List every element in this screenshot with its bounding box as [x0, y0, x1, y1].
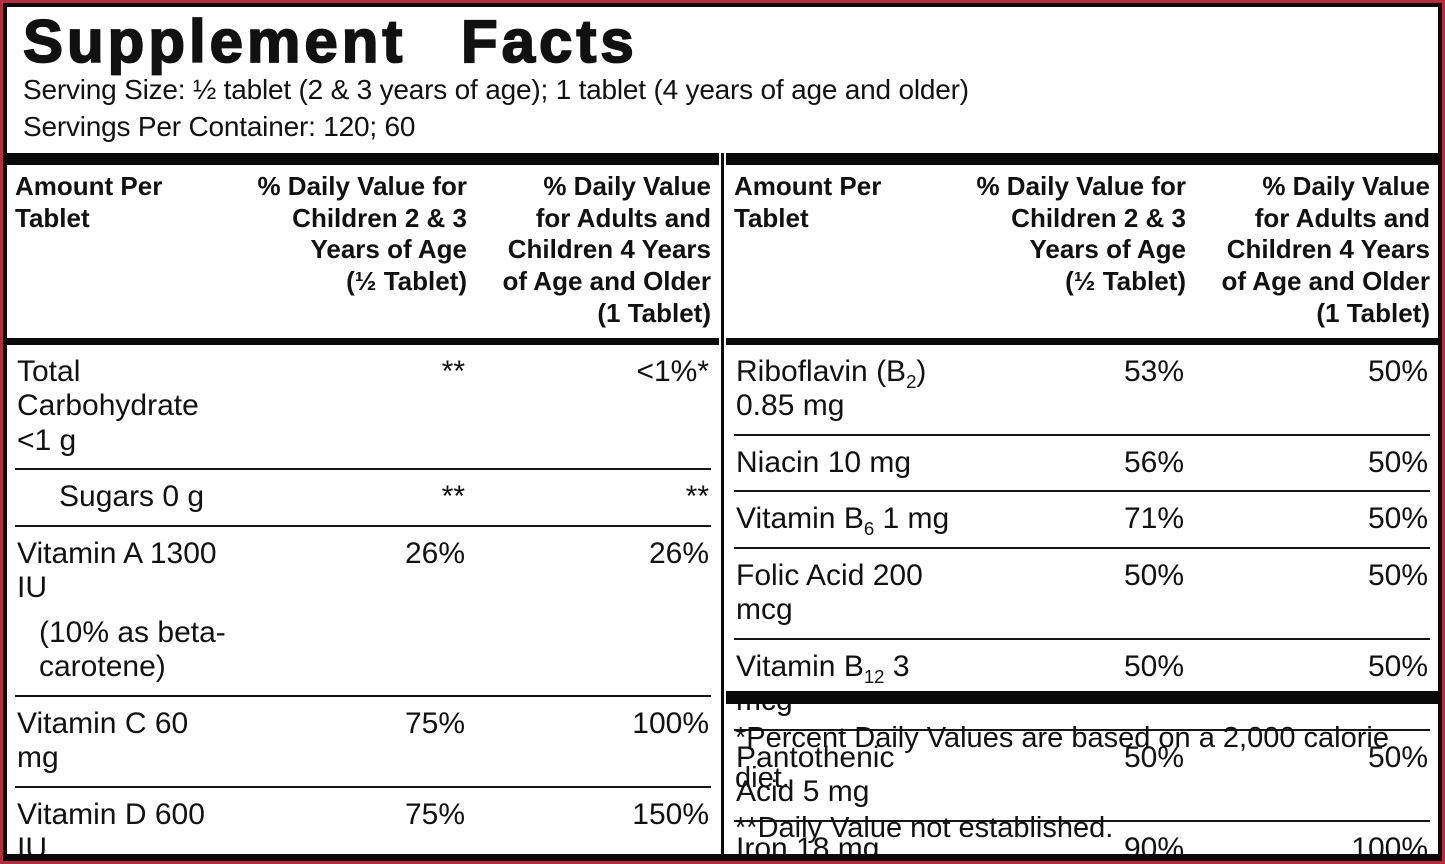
dv-adults-value: 50%: [1367, 740, 1428, 774]
dv-adults-value: 100%: [1351, 831, 1428, 861]
amount-per-tablet-header: Amount Per Tablet: [734, 170, 882, 233]
dv-adults-value: 50%: [1367, 649, 1428, 683]
dv-adults-value: 50%: [1367, 445, 1428, 479]
nutrient-name: Vitamin B12 3 mcg: [736, 649, 910, 718]
footnotes: *Percent Daily Values are based on a 2,0…: [726, 704, 1438, 854]
table-row: Iron 18 mg 90% 100%: [734, 822, 1430, 861]
nutrient-table-right: Amount Per Tablet % Daily Value for Chil…: [726, 152, 1438, 854]
nutrient-name: Total Carbohydrate <1 g: [17, 354, 199, 457]
dv-adults-value: 50%: [1367, 502, 1428, 536]
table-row: Total Carbohydrate <1 g ** <1%*: [15, 345, 711, 471]
nutrient-name: Iron 18 mg: [736, 831, 880, 861]
table-row: Vitamin B6 1 mg 71% 50%: [734, 492, 1430, 549]
nutrient-name-note: (10% as beta-carotene): [39, 615, 226, 684]
footnote-daily-values: *Percent Daily Values are based on a 2,0…: [735, 721, 1389, 794]
table-top-bar-right: [726, 152, 1438, 165]
nutrient-name: Sugars 0 g: [59, 480, 205, 514]
footnote-not-established: **Daily Value not established.: [735, 811, 1114, 844]
dv-adults-value: <1%*: [636, 354, 709, 388]
header-rule-left: [7, 337, 719, 345]
table-row: Vitamin C 60 mg 75% 100%: [15, 697, 711, 788]
nutrient-name: Vitamin A 1300 IU (10% as beta-carotene): [17, 537, 235, 685]
dv-children-value: 71%: [1123, 502, 1184, 536]
dv-children-header: % Daily Value for Children 2 & 3 Years o…: [257, 170, 467, 297]
dv-children-value: 26%: [404, 536, 465, 570]
nutrient-tables: Amount Per Tablet % Daily Value for Chil…: [7, 152, 1438, 854]
table-row: Niacin 10 mg 56% 50%: [734, 436, 1430, 493]
nutrient-rows-left: Total Carbohydrate <1 g ** <1%* Sugars 0 g *…: [7, 345, 719, 854]
supplement-facts-title: Supplement Facts: [22, 8, 638, 75]
dv-adults-value: 50%: [1367, 558, 1428, 592]
dv-children-header: % Daily Value for Children 2 & 3 Years o…: [976, 170, 1186, 297]
nutrient-name: Pantothenic Acid 5 mg: [736, 740, 895, 809]
nutrient-table-left: Amount Per Tablet % Daily Value for Chil…: [7, 152, 719, 854]
dv-adults-header: % Daily Value for Adults and Children 4 …: [502, 170, 712, 328]
table-top-bar-left: [7, 152, 719, 165]
table-row: Pantothenic Acid 5 mg 50% 50%: [734, 731, 1430, 822]
amount-per-tablet-header: Amount Per Tablet: [15, 170, 163, 233]
table-row: Folic Acid 200 mcg 50% 50%: [734, 549, 1430, 640]
dv-children-value: 90%: [1123, 831, 1184, 861]
dv-children-value: 56%: [1123, 445, 1184, 479]
dv-children-value: 53%: [1123, 354, 1184, 388]
table-row: Riboflavin (B2) 0.85 mg 53% 50%: [734, 345, 1430, 436]
dv-adults-value: **: [685, 480, 709, 514]
dv-children-value: **: [441, 480, 465, 514]
header-rule-right: [726, 337, 1438, 345]
table-row: Sugars 0 g ** **: [15, 470, 711, 527]
nutrient-name: Folic Acid 200 mcg: [736, 558, 923, 627]
dv-children-value: 75%: [404, 706, 465, 740]
nutrient-name: Riboflavin (B2) 0.85 mg: [736, 354, 927, 423]
footnote-separator-bar: [726, 690, 1438, 704]
label-panel: Supplement Facts Serving Size: ½ tablet …: [3, 3, 1442, 861]
servings-per-container-text: Servings Per Container: 120; 60: [23, 110, 416, 142]
nutrient-name: Niacin 10 mg: [736, 445, 912, 479]
table-row: Vitamin A 1300 IU (10% as beta-carotene) 2…: [15, 527, 711, 697]
dv-adults-header: % Daily Value for Adults and Children 4 …: [1221, 170, 1431, 328]
dv-children-value: 50%: [1123, 740, 1184, 774]
dv-adults-value: 150%: [632, 797, 709, 831]
dv-adults-value: 100%: [632, 706, 709, 740]
nutrient-name: Vitamin C 60 mg: [17, 706, 189, 775]
dv-children-value: 50%: [1123, 649, 1184, 683]
table-header-left: Amount Per Tablet % Daily Value for Chil…: [7, 165, 719, 338]
table-header-right: Amount Per Tablet % Daily Value for Chil…: [726, 165, 1438, 338]
table-divider: [721, 152, 724, 854]
nutrient-rows-right: Riboflavin (B2) 0.85 mg 53% 50% Niacin 10 m…: [726, 345, 1438, 854]
dv-adults-value: 50%: [1367, 354, 1428, 388]
nutrient-name: Vitamin B6 1 mg: [736, 502, 950, 540]
dv-adults-value: 26%: [648, 536, 709, 570]
nutrient-name: Vitamin D 600 IU: [17, 797, 205, 861]
label-header: Supplement Facts Serving Size: ½ tablet …: [7, 7, 1438, 153]
serving-size-text: Serving Size: ½ tablet (2 & 3 years of a…: [23, 74, 969, 106]
table-row: Vitamin B12 3 mcg 50% 50%: [734, 640, 1430, 731]
table-row: Vitamin D 600 IU 75% 150%: [15, 788, 711, 861]
dv-children-value: 50%: [1123, 558, 1184, 592]
dv-children-value: **: [441, 354, 465, 388]
dv-children-value: 75%: [404, 797, 465, 831]
